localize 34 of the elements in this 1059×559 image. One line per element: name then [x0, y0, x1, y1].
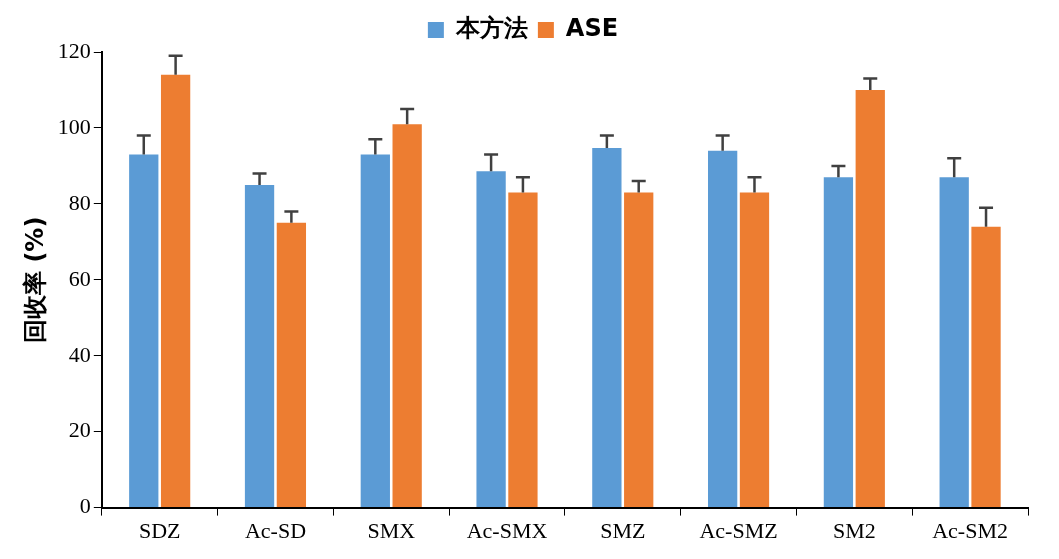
x-tick-label: Ac-SM2 — [932, 517, 1008, 543]
bar — [160, 74, 191, 508]
bar — [244, 184, 275, 508]
bar — [129, 154, 159, 508]
x-tick-label: SM2 — [832, 517, 876, 543]
bar — [708, 150, 738, 508]
bar — [360, 154, 390, 508]
bar — [624, 192, 654, 508]
y-tick-label: 100 — [57, 113, 91, 139]
y-tick-label: 0 — [79, 493, 91, 519]
bar — [939, 177, 969, 508]
bar — [823, 177, 854, 508]
y-tick-label: 20 — [68, 417, 91, 443]
x-tick-label: SDZ — [138, 517, 181, 543]
bar — [855, 89, 885, 508]
bar — [508, 192, 538, 508]
x-tick-label: Ac-SMZ — [699, 517, 778, 543]
x-tick-label: SMX — [367, 517, 416, 543]
bar — [592, 148, 622, 508]
x-tick-label: SMZ — [600, 517, 646, 543]
bar — [476, 171, 506, 508]
legend-label: 本方法 — [454, 14, 528, 43]
bar — [739, 192, 770, 508]
x-tick-label: Ac-SD — [244, 517, 307, 543]
bar — [276, 222, 307, 508]
y-axis-title: 回收率 (%) — [20, 216, 49, 343]
legend-label: ASE — [565, 14, 619, 43]
bar — [392, 124, 422, 508]
y-tick-label: 120 — [57, 37, 91, 63]
bar — [971, 226, 1001, 508]
y-tick-label: 40 — [68, 341, 91, 367]
x-tick-label: Ac-SMX — [466, 517, 548, 543]
y-tick-label: 60 — [68, 265, 91, 291]
y-tick-label: 80 — [68, 189, 91, 215]
